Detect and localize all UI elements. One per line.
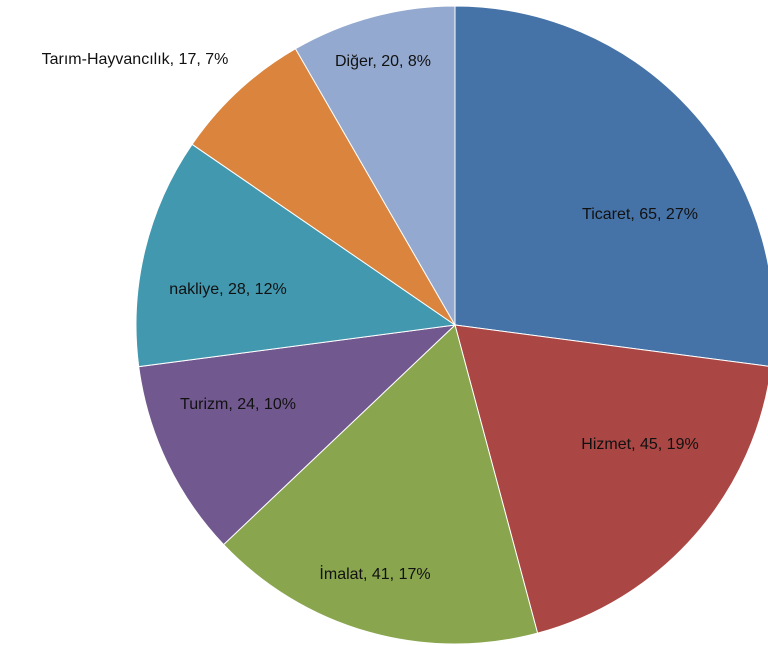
pie-slice [454,5,768,367]
data-label: Turizm, 24, 10% [180,396,296,413]
pie-slice [294,5,456,327]
data-label: Hizmet, 45, 19% [581,436,699,453]
pie-slice [138,324,457,546]
data-label: İmalat, 41, 17% [319,566,431,583]
data-label: Diğer, 20, 8% [334,53,432,70]
data-label: Ticaret, 65, 27% [582,206,698,223]
data-label: Tarım-Hayvancılık, 17, 7% [41,51,229,68]
data-label: nakliye, 28, 12% [169,281,287,298]
pie-slice [191,48,456,326]
pie-slice [454,324,768,634]
pie-slice [222,324,539,645]
pie-slice [135,143,457,368]
